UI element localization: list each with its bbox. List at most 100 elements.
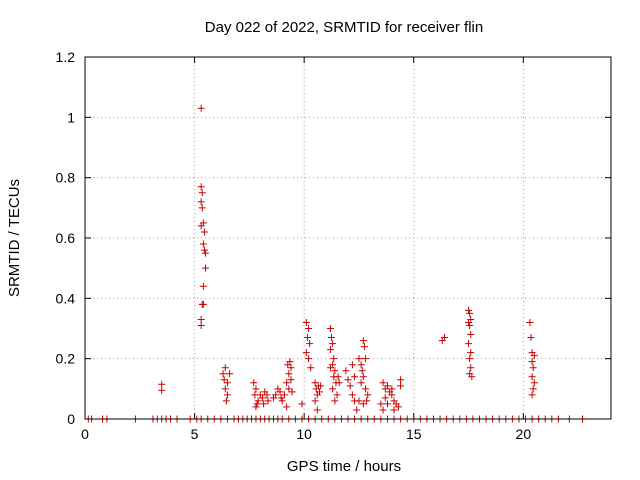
data-point (285, 370, 293, 378)
data-point (313, 406, 321, 414)
data-point (219, 370, 227, 378)
data-point (358, 367, 366, 375)
y-tick-label: 0.4 (56, 290, 76, 306)
data-point (272, 391, 280, 399)
y-tick-label: 0.8 (56, 170, 76, 186)
data-point (342, 367, 350, 375)
data-point (397, 376, 405, 384)
data-point (377, 400, 385, 408)
data-point (466, 355, 474, 363)
x-tick-label: 5 (191, 426, 199, 442)
data-point (303, 334, 311, 342)
data-point (223, 379, 231, 387)
data-point (467, 349, 475, 357)
data-point (197, 104, 205, 112)
data-point (252, 385, 260, 393)
data-point (317, 382, 325, 390)
data-point (333, 391, 341, 399)
data-point (357, 361, 365, 369)
data-point (302, 318, 310, 326)
y-tick-label: 0 (67, 411, 75, 427)
data-point (381, 394, 389, 402)
data-point (250, 379, 258, 387)
data-point (197, 321, 205, 329)
data-point (526, 318, 534, 326)
data-point (202, 264, 210, 272)
data-point (348, 361, 356, 369)
data-point (198, 189, 206, 197)
data-point (199, 300, 207, 308)
data-point (199, 240, 207, 248)
data-point (467, 331, 475, 339)
data-point (394, 403, 402, 411)
data-point (283, 379, 291, 387)
data-point (298, 400, 306, 408)
y-axis-title: SRMTID / TECUs (6, 179, 23, 297)
data-point (468, 373, 476, 381)
data-point (158, 380, 166, 388)
data-point (355, 355, 363, 363)
y-tick-label: 0.2 (56, 351, 76, 367)
data-point (359, 400, 367, 408)
data-point (528, 391, 536, 399)
data-point (359, 337, 367, 345)
data-point (348, 391, 356, 399)
data-point (440, 334, 448, 342)
data-point (199, 282, 207, 290)
data-point (331, 397, 339, 405)
data-point (465, 318, 473, 326)
x-tick-label: 15 (406, 426, 422, 442)
data-point (465, 340, 473, 348)
data-point (388, 385, 396, 393)
data-point (383, 382, 391, 390)
data-point (335, 379, 343, 387)
x-tick-label: 20 (516, 426, 532, 442)
data-point (363, 397, 371, 405)
data-point (364, 391, 372, 399)
data-point (360, 343, 368, 351)
data-point (529, 385, 537, 393)
data-point (253, 400, 261, 408)
data-point (277, 394, 285, 402)
data-point (466, 321, 474, 329)
data-point (362, 355, 370, 363)
data-point (529, 364, 537, 372)
data-point (329, 340, 337, 348)
data-point (357, 379, 365, 387)
data-point (198, 204, 206, 212)
y-tick-label: 0.6 (56, 230, 76, 246)
data-point (307, 364, 315, 372)
data-point (197, 222, 205, 230)
data-point (530, 352, 538, 360)
y-tick-label: 1 (67, 109, 75, 125)
data-point (467, 364, 475, 372)
data-point (466, 309, 474, 317)
data-points (84, 104, 587, 423)
data-point (226, 370, 234, 378)
data-point (346, 382, 354, 390)
data-point (254, 397, 262, 405)
data-point (328, 334, 336, 342)
data-point (326, 364, 334, 372)
x-axis-title: GPS time / hours (287, 458, 401, 475)
data-point (397, 382, 405, 390)
data-point (158, 386, 166, 394)
data-point (527, 334, 535, 342)
data-point (311, 379, 319, 387)
data-point (353, 406, 361, 414)
data-point (264, 397, 272, 405)
data-point (326, 325, 334, 332)
data-point (287, 364, 295, 372)
data-point (306, 340, 314, 348)
data-point (305, 325, 313, 332)
chart-title: Day 022 of 2022, SRMTID for receiver fli… (205, 19, 483, 36)
data-point (530, 379, 538, 387)
data-point (263, 391, 271, 399)
data-point (286, 358, 294, 366)
data-point (316, 388, 324, 396)
data-point (311, 397, 319, 405)
data-point (221, 385, 229, 393)
data-point (259, 394, 267, 402)
data-point (330, 355, 338, 363)
